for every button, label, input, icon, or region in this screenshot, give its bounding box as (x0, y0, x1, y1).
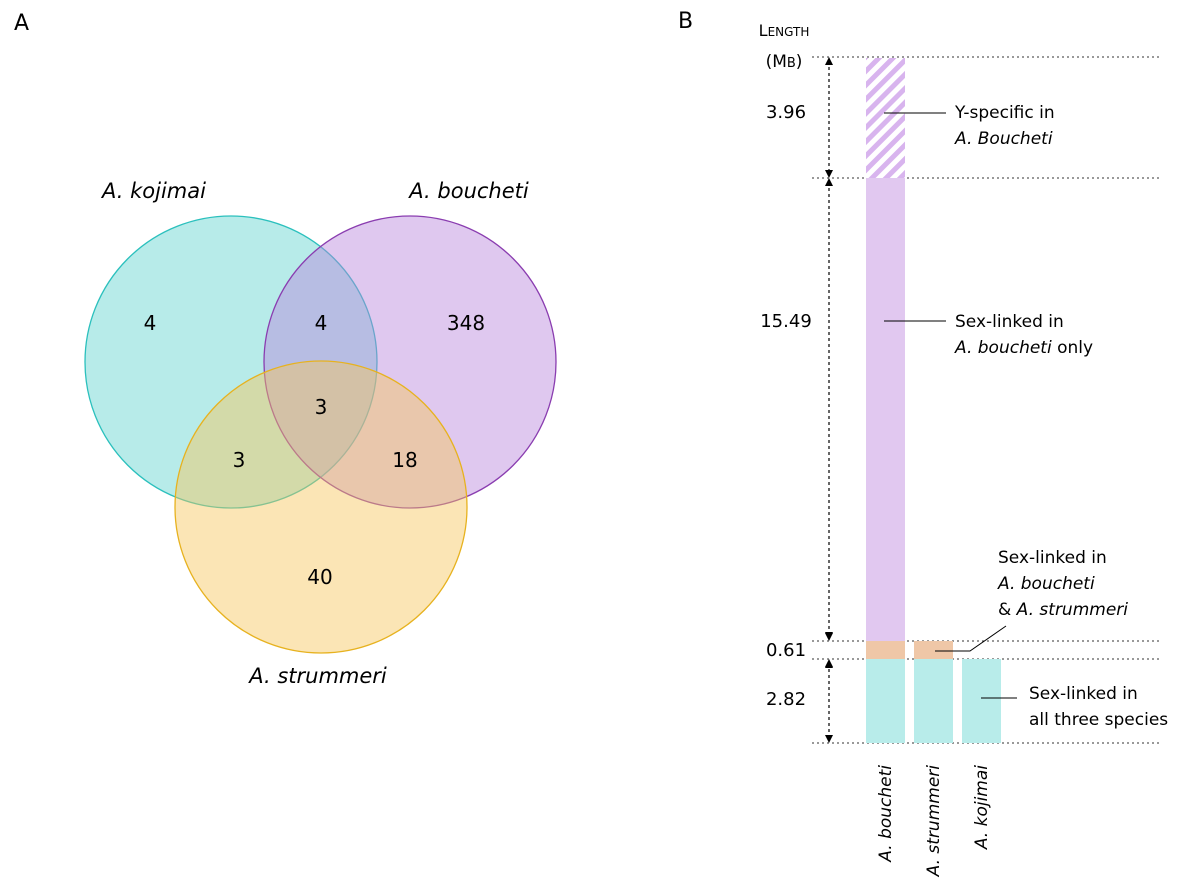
small-arrowheads-0.61 (825, 632, 833, 668)
annotation-boucheti-strummeri: Sex-linked in A. boucheti & A. strummeri (997, 548, 1128, 620)
venn-circle-kojimai (84, 215, 378, 509)
venn-label-strummeri: A. strummeri (247, 664, 387, 688)
annotation-bs-line2: A. boucheti (997, 574, 1095, 594)
annotation-y-specific: Y-specific in A. Boucheti (954, 103, 1055, 149)
count-kojimai-strummeri: 3 (233, 448, 246, 472)
length-value-boucheti-strummeri: 0.61 (766, 640, 806, 661)
count-all-three: 3 (315, 395, 328, 419)
count-kojimai-only: 4 (144, 311, 157, 335)
bar-boucheti-sex-linked-only (866, 178, 905, 641)
annotation-bs-line1: Sex-linked in (998, 548, 1107, 568)
bar-boucheti-all-three (866, 659, 905, 743)
bar-strummeri-shared-boucheti (914, 641, 953, 659)
venn-label-boucheti: A. boucheti (407, 179, 529, 203)
annotation-all-three: Sex-linked in all three species (1029, 684, 1168, 730)
venn-circle-boucheti (263, 215, 557, 509)
count-boucheti-only: 348 (447, 311, 485, 335)
annotation-all-three-line2: all three species (1029, 710, 1168, 730)
length-value-boucheti-only: 15.49 (760, 311, 812, 332)
bar-strummeri-all-three (914, 659, 953, 743)
length-value-all-three: 2.82 (766, 689, 806, 710)
length-value-y-specific: 3.96 (766, 102, 806, 123)
annotation-y-specific-line1: Y-specific in (954, 103, 1055, 123)
annotation-boucheti-only-line2: A. boucheti only (954, 338, 1093, 358)
column-label-kojimai: A. kojimai (972, 765, 992, 850)
column-label-strummeri: A. strummeri (924, 765, 944, 878)
panel-a-label: A (14, 11, 29, 36)
venn-label-kojimai: A. kojimai (100, 179, 206, 203)
column-label-boucheti: A. boucheti (876, 765, 896, 863)
axis-title: LENGTH (MB) (759, 21, 810, 72)
count-strummeri-only: 40 (307, 565, 332, 589)
axis-title-line1: LENGTH (759, 21, 810, 40)
bar-boucheti-shared-strummeri (866, 641, 905, 659)
annotation-boucheti-only-line1: Sex-linked in (955, 312, 1064, 332)
venn-circle-strummeri (174, 360, 468, 654)
annotation-all-three-line1: Sex-linked in (1029, 684, 1138, 704)
count-boucheti-strummeri: 18 (392, 448, 417, 472)
leader-line-boucheti-strummeri (935, 625, 1007, 652)
annotation-bs-line3: & A. strummeri (998, 600, 1128, 620)
count-kojimai-boucheti: 4 (315, 311, 328, 335)
arrowhead-down (825, 632, 833, 640)
arrowhead-up (825, 660, 833, 668)
annotation-boucheti-only: Sex-linked in A. boucheti only (954, 312, 1093, 358)
bar-kojimai-all-three (962, 659, 1001, 743)
panel-b-label: B (678, 9, 693, 34)
bar-boucheti-y-specific (866, 58, 905, 178)
annotation-y-specific-line2: A. Boucheti (954, 129, 1053, 149)
axis-title-line2: (MB) (766, 52, 803, 72)
